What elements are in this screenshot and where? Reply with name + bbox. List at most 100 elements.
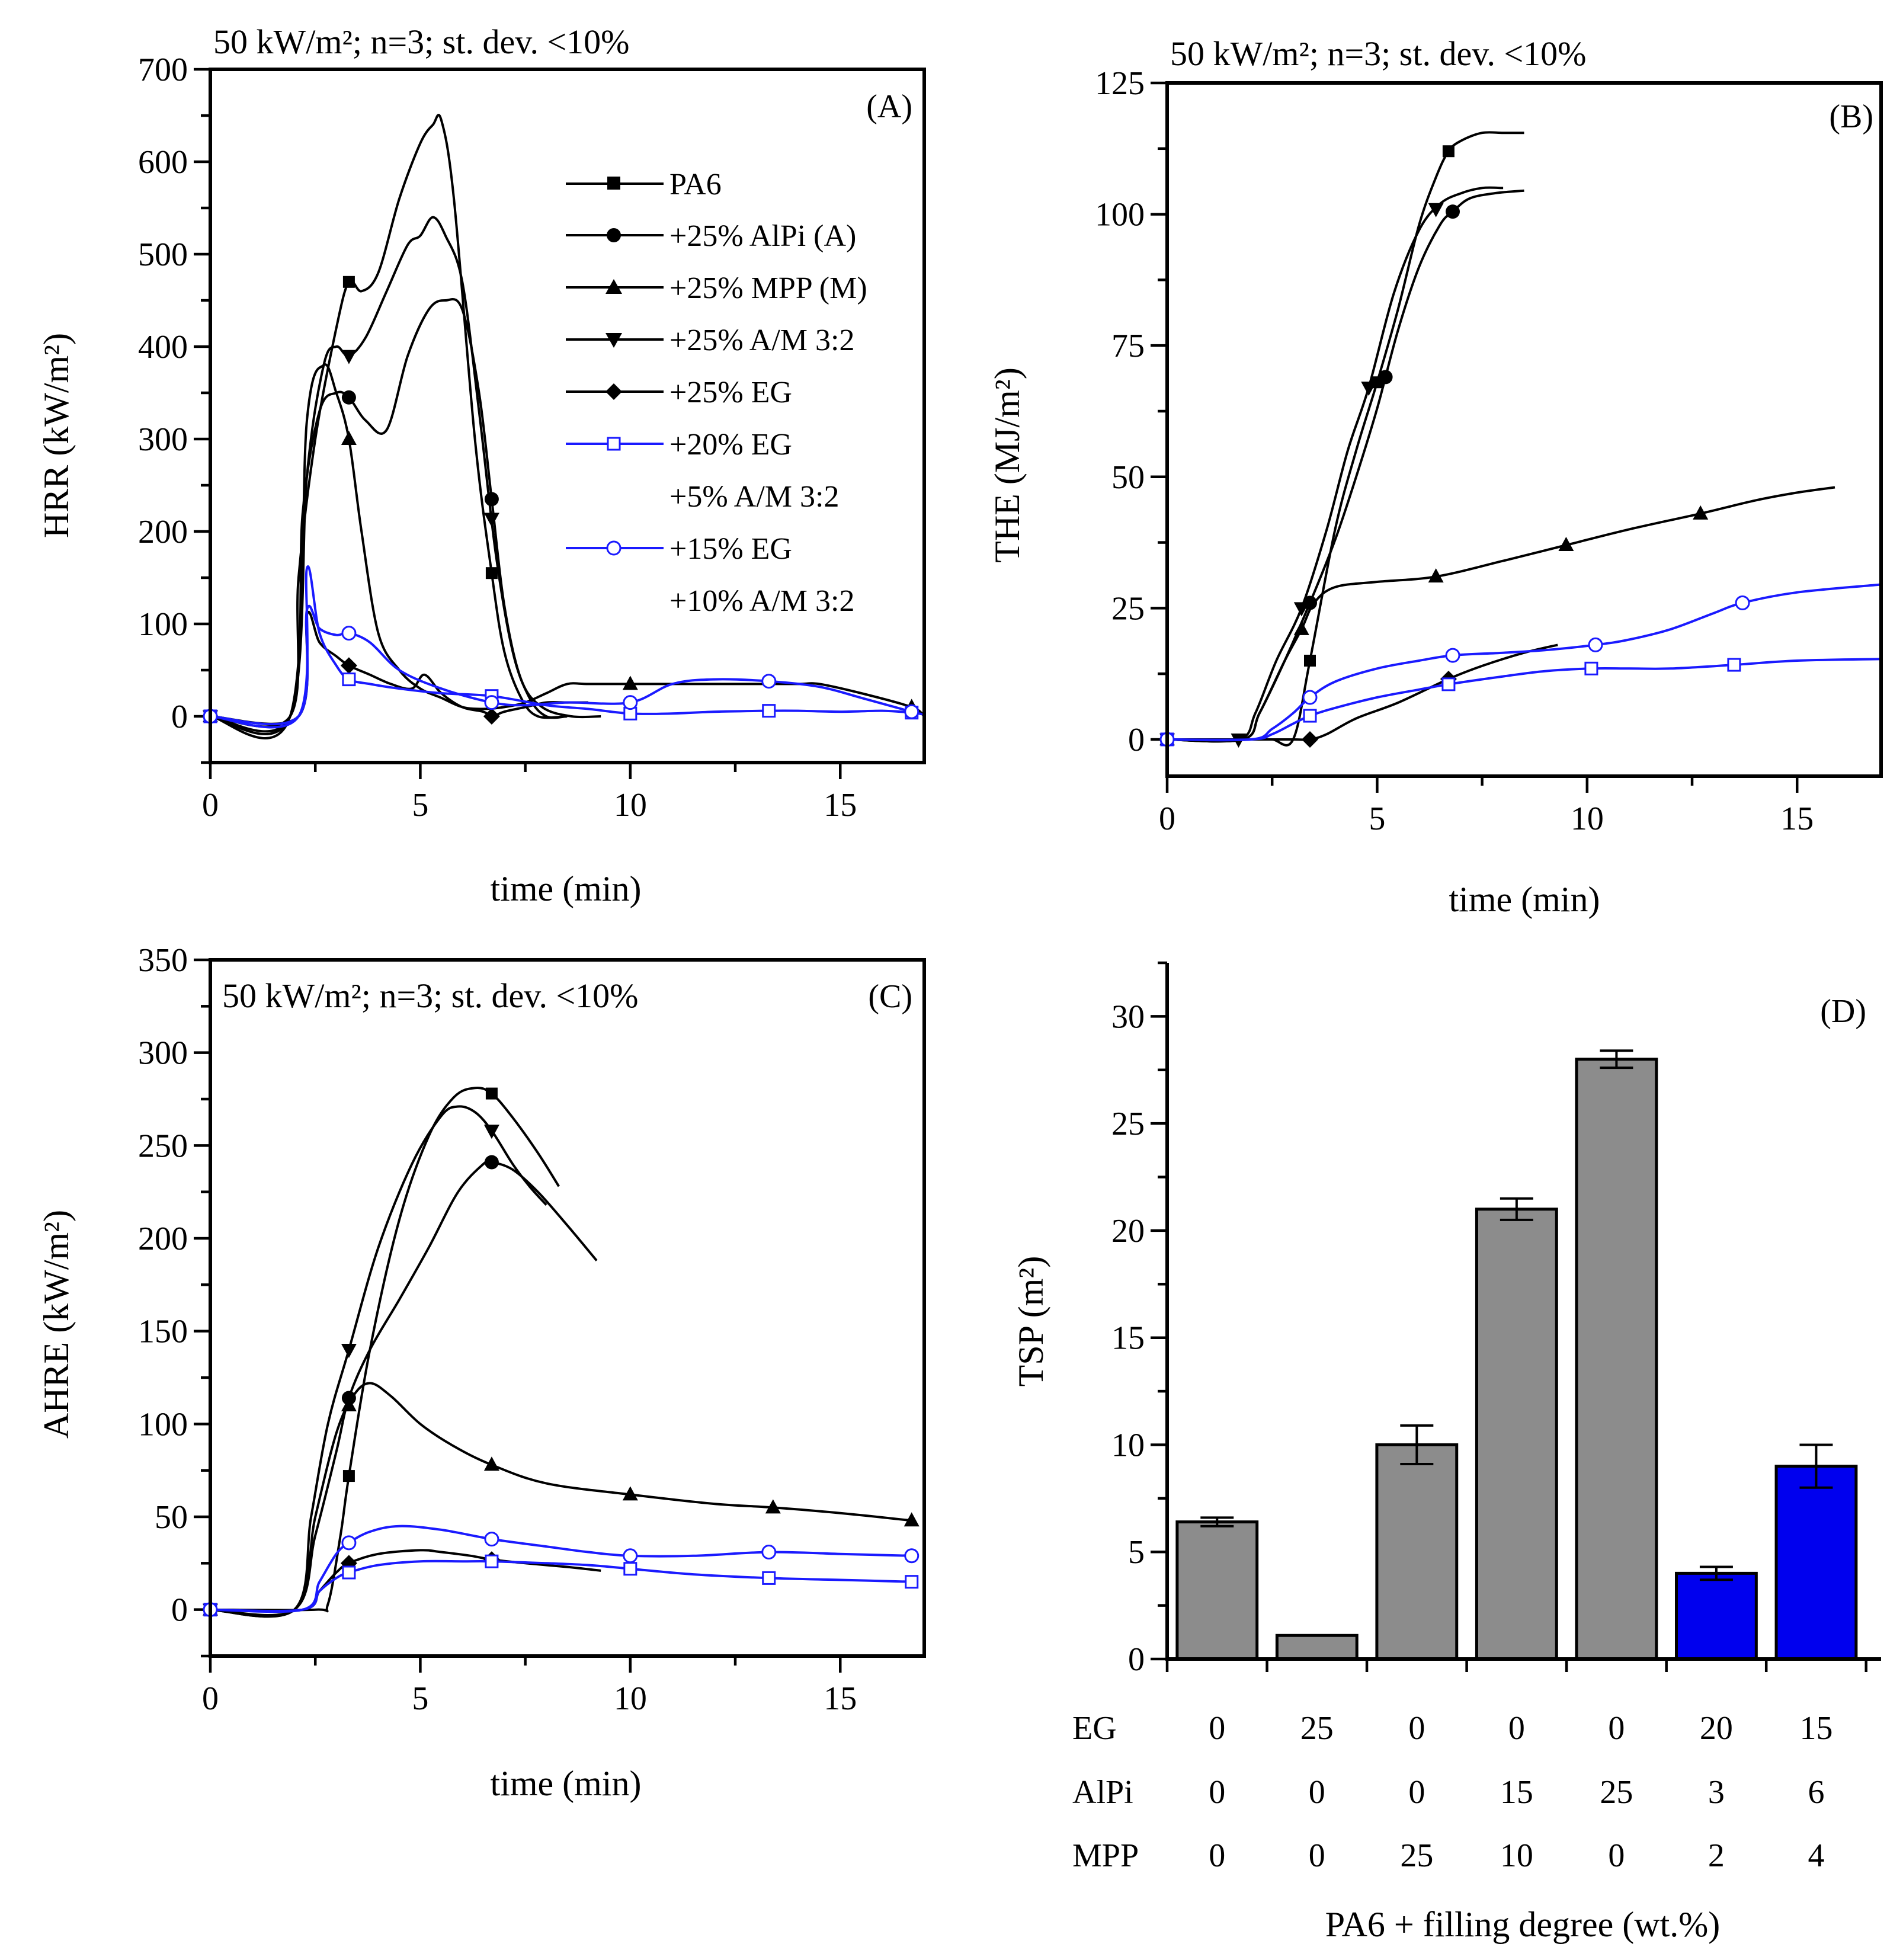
panel-d-plot-area (1175, 1049, 1858, 1661)
x-tick-label: 5 (412, 787, 428, 824)
bar-7 (1774, 1443, 1858, 1661)
panel-d-tsp: (D) TSP (m²) PA6 + filling degree (wt.%)… (1011, 961, 1881, 1944)
data-point (1302, 690, 1318, 705)
series-15-eg-10-a-m-3-2 (203, 604, 925, 726)
y-tick-label: 20 (1111, 1213, 1145, 1250)
y-tick-label: 0 (171, 699, 188, 735)
y-tick-label: 500 (138, 236, 188, 273)
series-line (1167, 186, 1504, 743)
data-point (1293, 602, 1309, 617)
series-line (210, 611, 588, 725)
panel-b-label: (B) (1829, 98, 1873, 135)
x-tick-label: 10 (1571, 800, 1604, 837)
composition-eg-value: 0 (1608, 1710, 1625, 1747)
legend-label-eg15: +15% EG (669, 532, 792, 566)
composition-eg-value: 0 (1408, 1710, 1425, 1747)
legend-marker-triangle-down (606, 333, 622, 348)
x-tick-label: 10 (614, 787, 647, 824)
panel-a-y-axis-label: HRR (kW/m²) (37, 333, 76, 538)
data-point (483, 1456, 499, 1471)
data-point (904, 1512, 920, 1527)
series-line (210, 1382, 912, 1618)
panel-b-plot-area (1159, 131, 1882, 748)
legend-label-mpp: +25% MPP (M) (669, 271, 867, 305)
row-label-mpp: MPP (1072, 1837, 1139, 1874)
composition-mpp-value: 2 (1708, 1837, 1725, 1874)
series-line (210, 114, 568, 728)
data-point (1361, 382, 1377, 396)
y-tick-label: 100 (1095, 197, 1145, 233)
data-point (1304, 655, 1316, 667)
x-tick-label: 10 (614, 1680, 647, 1717)
series-25-eg (202, 1549, 601, 1618)
panel-b-y-axis-label: THE (MJ/m²) (988, 367, 1027, 563)
series-line (210, 1086, 560, 1613)
y-tick-label: 300 (138, 421, 188, 458)
panel-b-x-axis-label: time (min) (1449, 880, 1600, 919)
series-line (210, 1549, 601, 1613)
y-tick-label: 0 (1128, 722, 1145, 758)
data-point (485, 567, 498, 579)
panel-a-note: 50 kW/m²; n=3; st. dev. <10% (213, 23, 630, 61)
series-25-eg (1159, 643, 1558, 748)
data-point (1442, 145, 1455, 158)
panel-c-plot-area (202, 1086, 920, 1618)
y-tick-label: 250 (138, 1128, 188, 1164)
x-tick-label: 15 (1780, 800, 1814, 837)
legend: PA6 +25% AlPi (A) +25% MPP (M) +25% A/M … (566, 168, 867, 618)
series-25-mpp-m (203, 1382, 920, 1618)
data-point (342, 1565, 356, 1580)
y-tick-label: 0 (171, 1592, 188, 1629)
data-point (485, 1554, 499, 1568)
data-point (622, 675, 638, 690)
y-tick-label: 125 (1095, 65, 1145, 102)
data-point (904, 1548, 920, 1564)
composition-alpi-value: 6 (1808, 1774, 1824, 1811)
y-tick-label: 600 (138, 144, 188, 181)
data-point (342, 276, 355, 288)
data-point (904, 704, 920, 719)
data-point (622, 1486, 638, 1501)
x-tick-label: 5 (1369, 800, 1385, 837)
composition-mpp-value: 0 (1608, 1837, 1625, 1874)
series-line (210, 1160, 598, 1616)
legend-item-eg20: +20% EG +5% A/M 3:2 (566, 428, 839, 514)
panel-c-x-axis-label: time (min) (491, 1764, 642, 1803)
y-tick-label: 15 (1111, 1320, 1145, 1357)
composition-alpi-value: 3 (1708, 1774, 1725, 1811)
y-tick-label: 100 (138, 1406, 188, 1443)
data-point (341, 1344, 357, 1358)
data-point (1293, 620, 1309, 635)
y-tick-label: 75 (1111, 328, 1145, 364)
composition-alpi-value: 15 (1500, 1774, 1533, 1811)
bar (1475, 1208, 1558, 1661)
y-tick-label: 150 (138, 1314, 188, 1350)
panel-a-label: (A) (866, 88, 912, 125)
legend-marker-triangle-up (606, 279, 622, 294)
data-point (341, 626, 357, 641)
legend-label-pa6: PA6 (669, 168, 722, 201)
data-point (340, 657, 357, 674)
x-tick-label: 15 (824, 787, 857, 824)
y-tick-label: 0 (1128, 1641, 1145, 1678)
bar (1575, 1058, 1658, 1661)
panel-a-hrr: 50 kW/m²; n=3; st. dev. <10% (A) HRR (kW… (37, 23, 926, 908)
composition-eg-value: 20 (1700, 1710, 1733, 1747)
composition-eg-value: 0 (1508, 1710, 1525, 1747)
series-line (1167, 583, 1882, 742)
bar (1275, 1634, 1359, 1661)
y-tick-label: 200 (138, 1221, 188, 1257)
series-15-eg-10-a-m-3-2 (203, 1525, 920, 1618)
data-point (342, 1470, 355, 1482)
panel-d-label: (D) (1820, 993, 1866, 1030)
composition-mpp-value: 25 (1400, 1837, 1433, 1874)
series-line (210, 604, 925, 726)
composition-eg-value: 0 (1209, 1710, 1225, 1747)
data-point (342, 672, 356, 687)
bar-5 (1575, 1049, 1658, 1661)
legend-marker-square-open (607, 437, 621, 451)
data-point (1735, 595, 1750, 610)
data-point (762, 704, 776, 718)
panel-d-x-axis-label: PA6 + filling degree (wt.%) (1325, 1905, 1721, 1944)
